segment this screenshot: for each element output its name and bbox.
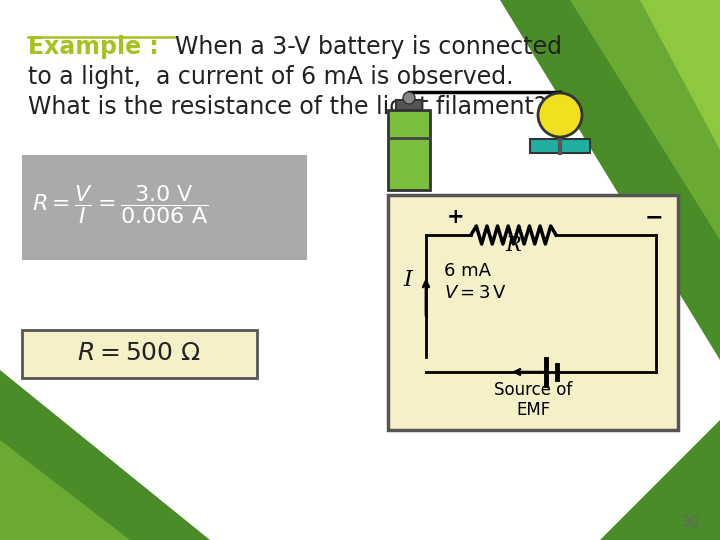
Text: What is the resistance of the light filament?: What is the resistance of the light fila… <box>28 95 546 119</box>
Text: to a light,  a current of 6 mA is observed.: to a light, a current of 6 mA is observe… <box>28 65 513 89</box>
FancyBboxPatch shape <box>530 139 590 153</box>
FancyBboxPatch shape <box>22 330 257 378</box>
Text: When a 3-V battery is connected: When a 3-V battery is connected <box>175 35 562 59</box>
Circle shape <box>538 93 582 137</box>
Polygon shape <box>0 370 210 540</box>
Polygon shape <box>0 440 130 540</box>
Circle shape <box>403 92 415 104</box>
Text: 6 mA: 6 mA <box>444 261 491 280</box>
Text: I: I <box>404 268 413 291</box>
FancyBboxPatch shape <box>22 155 307 260</box>
Text: +: + <box>447 207 465 227</box>
Text: −: − <box>644 207 663 227</box>
Text: Example :: Example : <box>28 35 167 59</box>
FancyBboxPatch shape <box>388 110 430 190</box>
FancyBboxPatch shape <box>396 100 422 110</box>
Text: 30: 30 <box>680 515 700 530</box>
Text: Source of
EMF: Source of EMF <box>494 381 572 420</box>
Text: $R = 500\ \Omega$: $R = 500\ \Omega$ <box>77 342 201 366</box>
Polygon shape <box>640 0 720 150</box>
Text: $R = \dfrac{V}{I} = \dfrac{3.0\ \mathrm{V}}{0.006\ \mathrm{A}}$: $R = \dfrac{V}{I} = \dfrac{3.0\ \mathrm{… <box>32 184 208 226</box>
FancyBboxPatch shape <box>388 195 678 430</box>
Polygon shape <box>600 420 720 540</box>
Polygon shape <box>570 0 720 240</box>
Polygon shape <box>500 0 720 360</box>
Text: R: R <box>505 236 521 255</box>
Text: $V = 3\,\mathrm{V}$: $V = 3\,\mathrm{V}$ <box>444 285 507 302</box>
